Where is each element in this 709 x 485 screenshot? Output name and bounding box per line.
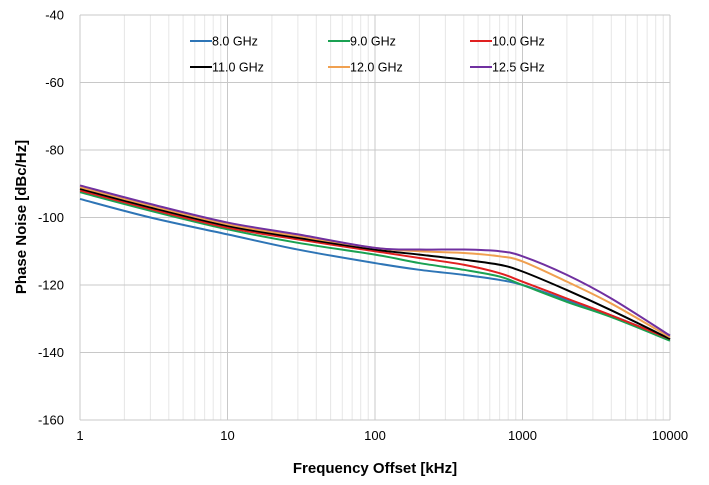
legend-label: 12.5 GHz bbox=[492, 61, 545, 75]
x-tick-label: 100 bbox=[364, 428, 386, 443]
legend-label: 12.0 GHz bbox=[350, 61, 403, 75]
x-tick-label: 1 bbox=[76, 428, 83, 443]
grid-major bbox=[79, 14, 671, 421]
x-axis-title: Frequency Offset [kHz] bbox=[293, 460, 457, 477]
series-line bbox=[79, 191, 671, 342]
x-tick-label: 10 bbox=[220, 428, 234, 443]
y-tick-label: -160 bbox=[38, 413, 64, 428]
series-line bbox=[79, 184, 671, 337]
y-tick-label: -40 bbox=[45, 8, 64, 23]
x-tick-label: 10000 bbox=[652, 428, 688, 443]
legend-label: 8.0 GHz bbox=[212, 35, 258, 49]
y-tick-label: -100 bbox=[38, 210, 64, 225]
legend-label: 10.0 GHz bbox=[492, 35, 545, 49]
series-line bbox=[79, 189, 671, 340]
y-tick-label: -80 bbox=[45, 143, 64, 158]
legend-label: 9.0 GHz bbox=[350, 35, 396, 49]
legend-label: 11.0 GHz bbox=[212, 61, 264, 75]
y-axis-title: Phase Noise [dBc/Hz] bbox=[13, 140, 30, 294]
y-tick-label: -140 bbox=[38, 345, 64, 360]
legend: 8.0 GHz 9.0 GHz 10.0 GHz 11.0 GHz 12.0 GHz 12… bbox=[190, 35, 545, 75]
y-tick-label: -120 bbox=[38, 278, 64, 293]
series-line bbox=[79, 187, 671, 340]
x-tick-label: 1000 bbox=[508, 428, 537, 443]
y-axis-ticks: -160 -140 -120 -100 -80 -60 -40 bbox=[38, 8, 64, 428]
series-lines bbox=[79, 184, 671, 342]
series-line bbox=[79, 197, 671, 340]
series-line bbox=[79, 186, 671, 339]
y-tick-label: -60 bbox=[45, 75, 64, 90]
x-axis-ticks: 1 10 100 1000 10000 bbox=[76, 428, 688, 443]
